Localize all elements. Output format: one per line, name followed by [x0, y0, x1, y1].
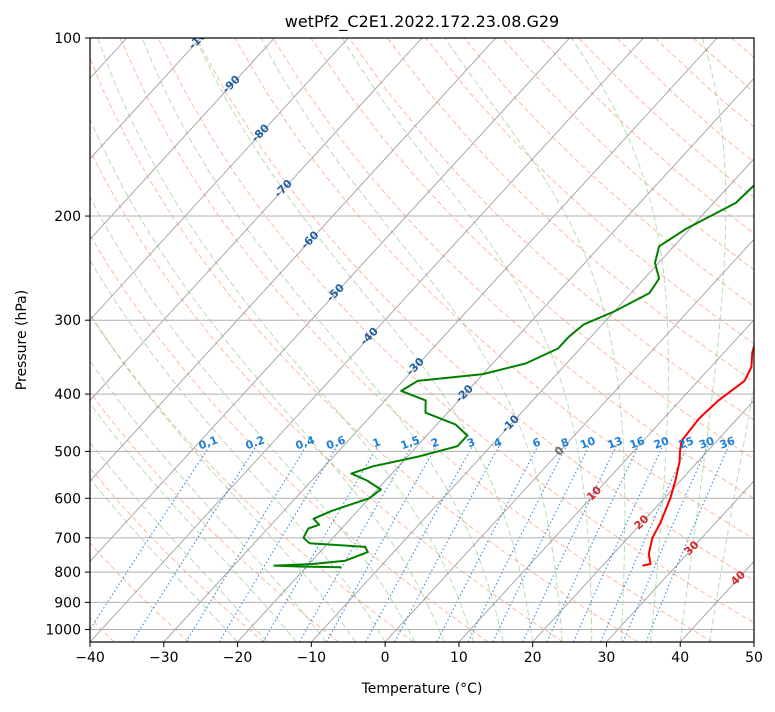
mixing-ratio-line — [574, 446, 663, 642]
dry-adiabat-line — [731, 38, 775, 642]
mixing-ratio-label: 0.2 — [244, 433, 267, 452]
y-tick-label: 200 — [54, 209, 81, 225]
dry-adiabat-line — [0, 38, 264, 642]
mixing-ratio-line — [366, 446, 473, 642]
y-tick-label: 700 — [54, 531, 81, 547]
mixing-ratio-label: 2 — [429, 436, 441, 451]
mixing-ratio-label: 0.1 — [197, 434, 220, 453]
mixing-ratio-label: 10 — [578, 434, 597, 452]
mixing-ratio-label: 3 — [465, 436, 477, 451]
x-tick-label: 40 — [671, 650, 689, 666]
moist-adiabat-line — [142, 38, 503, 642]
isotherm-line — [311, 38, 775, 642]
y-tick-label: 500 — [54, 444, 81, 460]
y-tick-label: 800 — [54, 565, 81, 581]
y-tick-label: 900 — [54, 595, 81, 611]
mixing-ratio-label: 6 — [531, 435, 543, 450]
temperature-line — [643, 38, 775, 566]
dry-adiabat-line — [311, 38, 775, 642]
moist-adiabat-line — [0, 38, 297, 642]
x-tick-label: 50 — [745, 650, 763, 666]
y-axis-label: Pressure (hPa) — [14, 290, 30, 390]
y-tick-label: 300 — [54, 313, 81, 329]
isotherm-line — [459, 38, 775, 642]
x-tick-label: 20 — [524, 650, 542, 666]
moist-adiabat-line — [261, 38, 563, 642]
chart-title: wetPf2_C2E1.2022.172.23.08.G29 — [285, 12, 559, 32]
plot-frame — [90, 38, 754, 642]
mixing-ratio-label: 13 — [606, 434, 625, 451]
dry-adiabat-line — [693, 38, 775, 642]
dry-adiabat-line — [387, 38, 775, 642]
x-tick-label: 10 — [450, 650, 468, 666]
mixing-ratio-label: 16 — [628, 434, 647, 452]
dry-adiabat-line — [120, 38, 713, 642]
dry-adiabat-line — [426, 38, 775, 642]
dry-adiabat-line — [273, 38, 775, 642]
moist-adiabat-line — [445, 38, 625, 642]
x-axis-label: Temperature (°C) — [361, 681, 483, 697]
mixing-ratio-label: 30 — [697, 434, 716, 452]
moist-adiabat-line — [342, 38, 592, 642]
isotherm-line — [385, 38, 775, 642]
mixing-ratio-line — [132, 446, 256, 642]
mixing-ratio-label: 1.5 — [399, 433, 422, 452]
y-tick-label: 400 — [54, 387, 81, 403]
dry-adiabat-line — [770, 38, 775, 642]
mixing-ratio-line — [523, 446, 617, 642]
dry-adiabat-line — [464, 38, 775, 642]
moist-adiabat-line — [0, 38, 238, 642]
isotherm-line — [754, 38, 775, 642]
mixing-ratio-label: 1 — [371, 436, 383, 451]
isotherm-line — [0, 38, 201, 642]
isotherm-line — [16, 38, 569, 642]
mixing-ratio-label: 20 — [652, 434, 671, 452]
mixing-ratio-line — [601, 446, 688, 642]
moist-adiabat-line — [0, 38, 356, 642]
pressure-gridlines — [90, 38, 754, 629]
isotherm-line — [164, 38, 717, 642]
moist-adiabat-line — [0, 38, 385, 642]
y-tick-label: 1000 — [45, 622, 81, 638]
dry-adiabat-line — [655, 38, 775, 642]
moist-adiabat-line — [98, 38, 474, 642]
mixing-ratio-line — [493, 446, 589, 642]
moist-adiabat-line — [0, 38, 326, 642]
mixing-ratio-line — [437, 446, 538, 642]
mixing-ratio-label: 0.4 — [294, 433, 317, 452]
x-tick-label: −20 — [223, 650, 253, 666]
dry-adiabat-line — [0, 38, 339, 642]
dry-adiabat-line — [540, 38, 775, 642]
dry-adiabat-line — [0, 38, 413, 642]
x-tick-label: 30 — [598, 650, 616, 666]
isotherm-line — [0, 38, 496, 642]
background-lines — [0, 38, 775, 642]
dry-adiabat-line — [158, 38, 775, 642]
dry-adiabat-line — [579, 38, 775, 642]
y-tick-label: 100 — [54, 31, 81, 47]
moist-adiabat-line — [710, 38, 775, 642]
isotherm-line — [0, 38, 348, 642]
moist-adiabat-line — [0, 38, 267, 642]
x-tick-label: 0 — [381, 650, 390, 666]
dry-adiabat-line — [502, 38, 775, 642]
mixing-ratio-label: 25 — [677, 434, 696, 451]
x-tick-label: −40 — [75, 650, 105, 666]
moist-adiabat-line — [28, 38, 415, 642]
mixing-ratio-line — [186, 446, 306, 642]
y-tick-label: 600 — [54, 491, 81, 507]
x-tick-label: −10 — [297, 650, 327, 666]
mixing-ratio-label: 4 — [492, 435, 504, 450]
isotherm-line — [533, 38, 775, 642]
x-tick-label: −30 — [149, 650, 179, 666]
mixing-ratio-label: 0.6 — [325, 433, 348, 452]
